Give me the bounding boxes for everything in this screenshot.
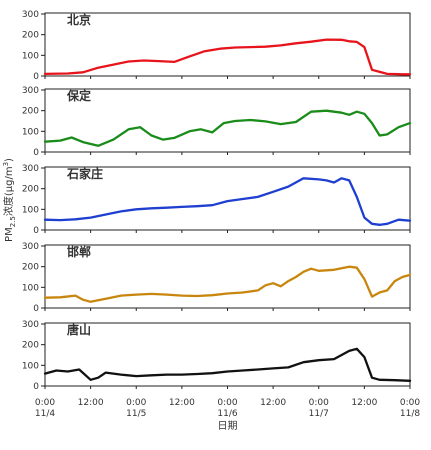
x-tick-label-time: 0:00 xyxy=(309,398,329,408)
x-tick-label-time: 0:00 xyxy=(217,398,237,408)
x-tick-label-time: 0:00 xyxy=(35,398,55,408)
y-tick-label: 300 xyxy=(22,164,39,174)
series-line xyxy=(43,109,412,147)
panel: 0 100 200 300 唐山 xyxy=(22,320,412,392)
x-tick-label-date: 11/8 xyxy=(400,409,420,419)
y-axis-label-main: PM xyxy=(4,227,15,242)
series-line xyxy=(43,177,412,226)
y-tick-label: 0 xyxy=(33,226,39,236)
y-tick-label: 100 xyxy=(22,361,39,371)
panel: 0 100 200 300 北京 xyxy=(22,10,412,82)
x-tick-label-time: 0:00 xyxy=(400,398,420,408)
panel-title: 石家庄 xyxy=(66,166,103,181)
x-tick-label-time: 0:00 xyxy=(126,398,146,408)
y-tick-label: 200 xyxy=(22,263,39,273)
panel: 0 100 200 300 邯郸 xyxy=(22,242,412,314)
y-tick-label: 0 xyxy=(33,148,39,158)
series-line xyxy=(43,265,412,303)
y-tick-label: 200 xyxy=(22,341,39,351)
x-tick-label-time: 12:00 xyxy=(260,398,286,408)
series-line xyxy=(43,38,412,76)
x-tick-label-date: 11/6 xyxy=(217,409,237,419)
y-tick-label: 0 xyxy=(33,382,39,392)
y-tick-label: 0 xyxy=(33,304,39,314)
panel: 0 100 200 300 石家庄 xyxy=(22,164,412,236)
x-tick-label-date: 11/5 xyxy=(126,409,146,419)
y-tick-label: 300 xyxy=(22,242,39,252)
series-line xyxy=(43,347,412,382)
panel-title: 北京 xyxy=(67,12,91,27)
x-tick-label-date: 11/7 xyxy=(309,409,329,419)
y-axis-label-sub: 2.5 xyxy=(9,216,17,227)
x-tick-label-time: 12:00 xyxy=(78,398,104,408)
y-tick-label: 100 xyxy=(22,127,39,137)
x-axis-label: 日期 xyxy=(218,420,238,432)
y-tick-label: 300 xyxy=(22,10,39,20)
panel-frame xyxy=(44,244,411,309)
y-axis-label-end: ) xyxy=(4,158,15,162)
y-tick-label: 200 xyxy=(22,185,39,195)
y-tick-label: 200 xyxy=(22,31,39,41)
panel-frame xyxy=(44,88,411,153)
y-axis-label-mid: 浓度(μg/m xyxy=(2,166,15,216)
y-tick-label: 100 xyxy=(22,205,39,215)
x-tick-label-time: 12:00 xyxy=(169,398,195,408)
panel-title: 唐山 xyxy=(67,322,91,337)
panel: 0 100 200 300 保定 xyxy=(22,86,412,158)
y-tick-label: 100 xyxy=(22,283,39,293)
panels-group: 0 100 200 300 北京 0 100 200 300 保定 0 100 200 300 石家庄 0 10… xyxy=(22,10,412,392)
panel-title: 邯郸 xyxy=(67,244,91,259)
panel-title: 保定 xyxy=(66,88,91,103)
y-axis-label-sup: 3 xyxy=(2,162,10,166)
y-tick-label: 200 xyxy=(22,107,39,117)
x-tick-label-time: 12:00 xyxy=(351,398,377,408)
y-axis-label: PM2.5浓度(μg/m3) xyxy=(2,158,17,242)
y-tick-label: 100 xyxy=(22,51,39,61)
y-tick-label: 0 xyxy=(33,72,39,82)
x-tick-label-date: 11/4 xyxy=(35,409,55,419)
y-tick-label: 300 xyxy=(22,86,39,96)
y-tick-label: 300 xyxy=(22,320,39,330)
